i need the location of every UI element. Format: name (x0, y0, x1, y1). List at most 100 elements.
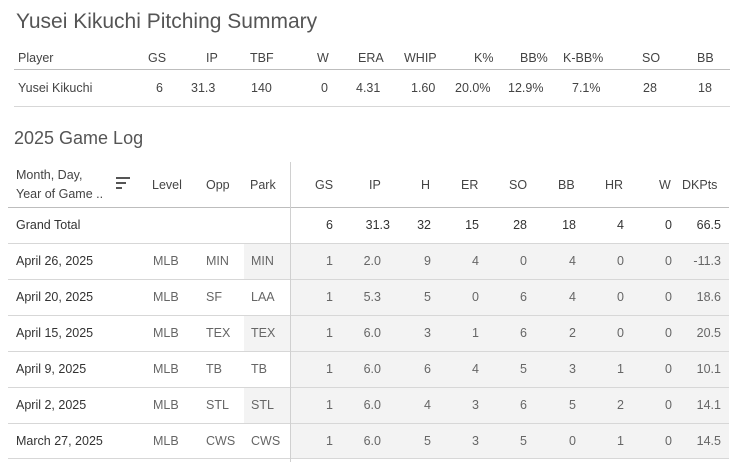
game-gs: 1 (326, 362, 333, 376)
game-dkpts: 20.5 (696, 326, 721, 340)
summary-header-whip[interactable]: WHIP (404, 51, 437, 65)
summary-header-bb[interactable]: BB (697, 51, 714, 65)
summary-player: Yusei Kikuchi (18, 81, 93, 95)
summary-header-tbf[interactable]: TBF (250, 51, 274, 65)
header-park[interactable]: Park (250, 178, 276, 192)
sort-descending-icon[interactable] (116, 177, 130, 189)
game-h: 4 (424, 398, 431, 412)
game-w: 0 (665, 254, 672, 268)
game-date: March 27, 2025 (16, 434, 103, 448)
game-bb: 3 (569, 362, 576, 376)
game-er: 4 (472, 362, 479, 376)
game-ip: 6.0 (363, 326, 381, 340)
summary-header-gs[interactable]: GS (148, 51, 167, 65)
game-er: 3 (472, 398, 479, 412)
game-opp: MIN (206, 254, 229, 268)
summary-header-player[interactable]: Player (18, 51, 54, 65)
summary-header-so[interactable]: SO (642, 51, 661, 65)
header-so[interactable]: SO (509, 178, 528, 192)
summary-header-bb-pct[interactable]: BB% (520, 51, 548, 65)
game-ip: 6.0 (363, 362, 381, 376)
game-level: MLB (153, 434, 179, 448)
game-dkpts: 14.5 (696, 434, 721, 448)
column-divider (290, 162, 291, 462)
game-level: MLB (153, 254, 179, 268)
summary-header-k-pct[interactable]: K% (474, 51, 494, 65)
game-bb: 0 (569, 434, 576, 448)
game-gs: 1 (326, 326, 333, 340)
summary-row: Yusei Kikuchi 6 31.3 140 0 4.31 1.60 20.… (14, 70, 730, 107)
header-h[interactable]: H (421, 178, 431, 192)
total-er: 15 (465, 218, 479, 232)
game-h: 9 (424, 254, 431, 268)
game-so: 6 (520, 326, 527, 340)
game-opp: CWS (206, 434, 236, 448)
header-dkpts[interactable]: DKPts (682, 178, 718, 192)
game-h: 6 (424, 362, 431, 376)
game-opp: STL (206, 398, 229, 412)
summary-header-w[interactable]: W (317, 51, 329, 65)
game-w: 0 (665, 326, 672, 340)
game-gs: 1 (326, 254, 333, 268)
game-park: STL (251, 398, 274, 412)
total-hr: 4 (617, 218, 624, 232)
page-title: Yusei Kikuchi Pitching Summary (16, 10, 318, 33)
game-hr: 0 (617, 290, 624, 304)
total-so: 28 (513, 218, 527, 232)
game-hr: 1 (617, 434, 624, 448)
game-so: 5 (520, 434, 527, 448)
summary-so: 28 (643, 81, 657, 95)
header-level[interactable]: Level (152, 178, 182, 192)
game-opp: TB (206, 362, 222, 376)
game-park: LAA (251, 290, 275, 304)
game-hr: 2 (617, 398, 624, 412)
total-h: 32 (417, 218, 431, 232)
header-opp[interactable]: Opp (206, 178, 230, 192)
summary-header-k-bb-pct[interactable]: K-BB% (563, 51, 604, 65)
header-hr[interactable]: HR (605, 178, 624, 192)
game-so: 0 (520, 254, 527, 268)
game-h: 3 (424, 326, 431, 340)
game-bb: 4 (569, 290, 576, 304)
game-er: 4 (472, 254, 479, 268)
summary-k-pct: 20.0% (455, 81, 491, 95)
game-row: April 9, 2025 MLB TB TB 1 6.0 6 4 5 3 1 … (8, 351, 729, 387)
game-opp: SF (206, 290, 222, 304)
grand-total-row: Grand Total 6 31.3 32 15 28 18 4 0 66.5 (8, 207, 729, 243)
summary-bb: 18 (698, 81, 712, 95)
total-ip: 31.3 (365, 218, 390, 232)
game-w: 0 (665, 290, 672, 304)
game-date: April 2, 2025 (16, 398, 87, 412)
total-dkpts: 66.5 (696, 218, 721, 232)
header-ip[interactable]: IP (369, 178, 381, 192)
game-h: 5 (424, 290, 431, 304)
game-park: MIN (251, 254, 274, 268)
summary-bb-pct: 12.9% (508, 81, 544, 95)
game-w: 0 (665, 434, 672, 448)
game-date: April 15, 2025 (16, 326, 94, 340)
header-gs[interactable]: GS (315, 178, 334, 192)
summary-whip: 1.60 (411, 81, 436, 95)
game-gs: 1 (326, 398, 333, 412)
header-w[interactable]: W (659, 178, 671, 192)
header-date-line1[interactable]: Month, Day, (16, 168, 83, 182)
summary-header-era[interactable]: ERA (358, 51, 384, 65)
game-level: MLB (153, 362, 179, 376)
game-ip: 6.0 (363, 434, 381, 448)
game-row: April 20, 2025 MLB SF LAA 1 5.3 5 0 6 4 … (8, 279, 729, 315)
summary-w: 0 (321, 81, 328, 95)
game-opp: TEX (206, 326, 231, 340)
summary-header-ip[interactable]: IP (206, 51, 218, 65)
header-bb[interactable]: BB (558, 178, 575, 192)
summary-header-row: Player GS IP TBF W ERA WHIP K% BB% K-BB%… (14, 46, 730, 70)
total-gs: 6 (326, 218, 333, 232)
game-date: April 9, 2025 (16, 362, 87, 376)
header-er[interactable]: ER (461, 178, 479, 192)
game-gs: 1 (326, 434, 333, 448)
game-ip: 6.0 (363, 398, 381, 412)
grand-total-label: Grand Total (16, 218, 81, 232)
header-date-line2[interactable]: Year of Game .. (16, 187, 104, 201)
game-dkpts: -11.3 (693, 254, 721, 268)
game-w: 0 (665, 362, 672, 376)
total-w: 0 (665, 218, 672, 232)
